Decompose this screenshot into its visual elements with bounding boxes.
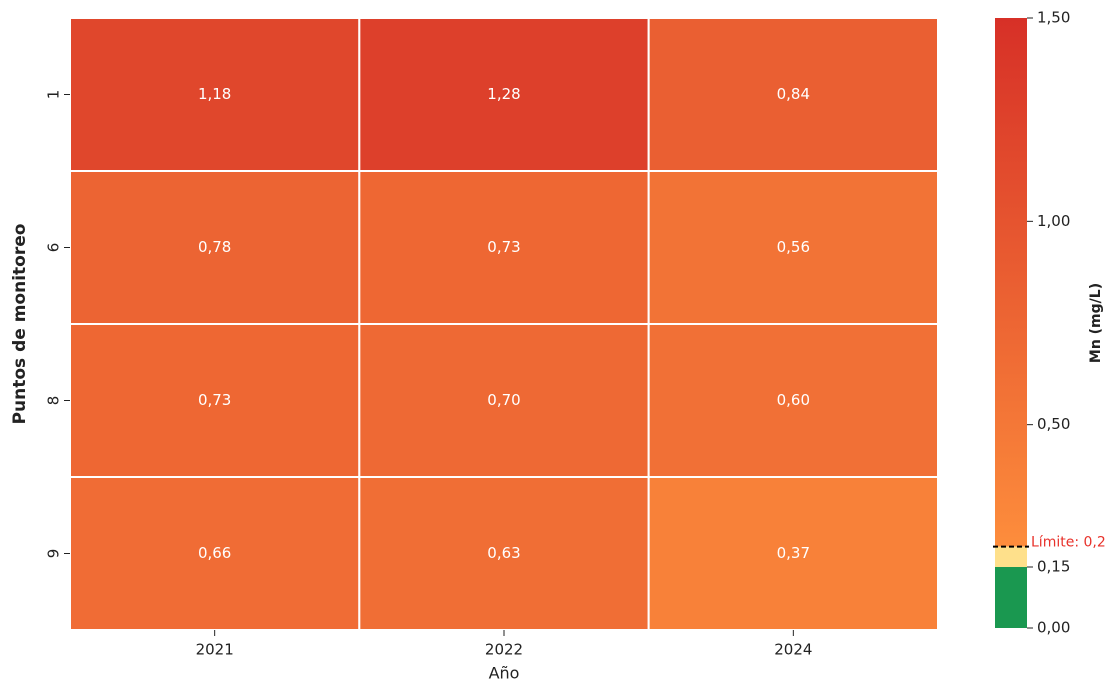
cell-label: 0,84: [777, 85, 810, 103]
cell-label: 0,63: [487, 544, 520, 562]
colorbar-tick-label: 0,15: [1037, 558, 1070, 576]
y-tick-label: 6: [45, 243, 63, 253]
y-tick-label: 8: [45, 396, 63, 406]
heatmap-cell: [358, 323, 650, 478]
heatmap-cell: [647, 476, 940, 631]
y-axis-title: Puntos de monitoreo: [10, 224, 30, 425]
colorbar-title: Mn (mg/L): [1088, 283, 1104, 363]
cell-label: 0,73: [198, 391, 231, 409]
colorbar-tick-label: 0,00: [1037, 619, 1070, 637]
cell-label: 0,60: [777, 391, 810, 409]
cell-label: 1,18: [198, 85, 231, 103]
cell-label: 0,66: [198, 544, 231, 562]
y-tick-label: 9: [45, 549, 63, 559]
cell-label: 0,78: [198, 238, 231, 256]
colorbar-band: [995, 546, 1027, 567]
colorbar-tick-label: 1,00: [1037, 212, 1070, 230]
heatmap-cell: [69, 17, 361, 172]
colorbar-band: [995, 567, 1027, 628]
heatmap-cell: [358, 170, 650, 325]
x-axis-title: Año: [489, 664, 520, 682]
heatmap-cell: [647, 170, 940, 325]
colorbar-tick-label: 0,50: [1037, 415, 1070, 433]
x-tick-label: 2021: [196, 641, 234, 659]
heatmap-cell: [647, 17, 940, 172]
y-tick-label: 1: [45, 90, 63, 100]
x-tick-label: 2022: [485, 641, 523, 659]
heatmap-cell: [69, 476, 361, 631]
cell-label: 0,73: [487, 238, 520, 256]
x-tick-label: 2024: [774, 641, 812, 659]
colorbar-tick-label: 1,50: [1037, 9, 1070, 27]
colorbar-gradient: [995, 18, 1027, 547]
heatmap-cell: [69, 170, 361, 325]
cell-label: 0,70: [487, 391, 520, 409]
limit-label: Límite: 0,2: [1031, 535, 1106, 551]
heatmap-cell: [358, 17, 650, 172]
cell-label: 1,28: [487, 85, 520, 103]
cell-label: 0,37: [777, 544, 810, 562]
cell-label: 0,56: [777, 238, 810, 256]
